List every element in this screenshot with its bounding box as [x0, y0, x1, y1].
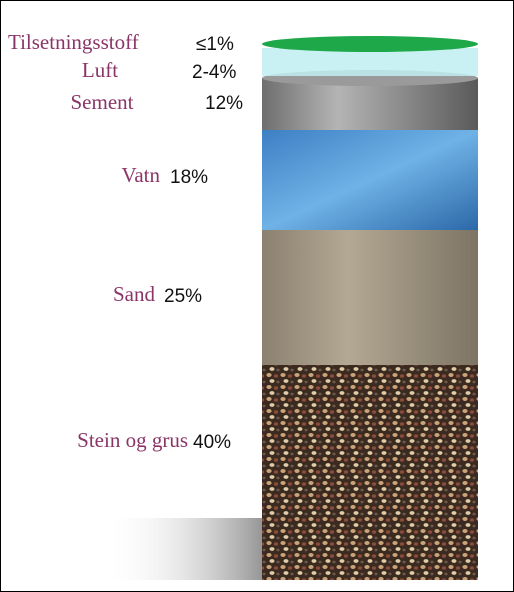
sand-layer [262, 230, 478, 365]
amount: 25% [164, 286, 202, 307]
label: Stein og grus [77, 428, 188, 452]
amount: 40% [193, 432, 231, 453]
label: Luft [82, 58, 118, 82]
cement-layer [262, 78, 478, 130]
amount: 12% [205, 93, 243, 114]
amount: ≤1% [196, 34, 234, 55]
shadow [105, 518, 265, 580]
label: Vatn [122, 163, 161, 187]
stone-layer [262, 365, 478, 580]
air-layer [262, 48, 478, 76]
label: Tilsetningsstoff [8, 30, 139, 54]
admixture-layer [262, 36, 478, 52]
water-layer [262, 130, 478, 230]
label: Sand [113, 282, 156, 306]
label: Sement [71, 90, 134, 114]
amount: 18% [170, 167, 208, 188]
amount: 2-4% [192, 62, 236, 83]
